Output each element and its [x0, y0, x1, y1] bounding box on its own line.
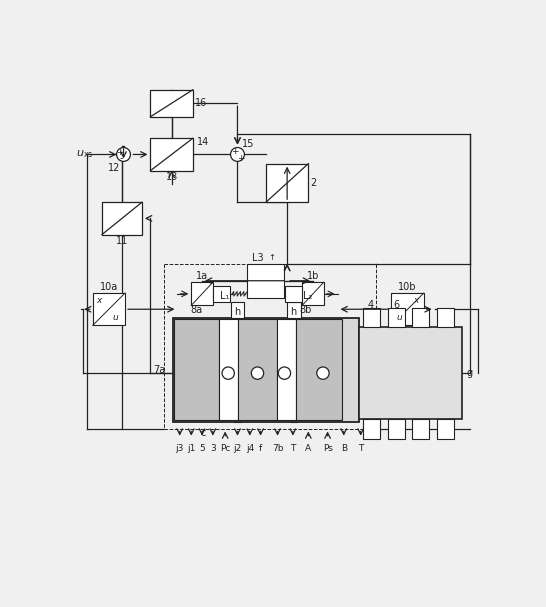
Bar — [391, 293, 424, 325]
Text: 11: 11 — [116, 236, 128, 246]
Text: u: u — [396, 313, 402, 322]
Text: 15: 15 — [242, 138, 254, 149]
Bar — [191, 282, 213, 305]
Text: h: h — [234, 307, 241, 316]
Bar — [151, 138, 193, 171]
Text: 1a: 1a — [196, 271, 208, 281]
Text: 10a: 10a — [100, 282, 118, 292]
Bar — [238, 319, 277, 420]
Text: 1b: 1b — [307, 271, 319, 281]
Circle shape — [222, 367, 234, 379]
Text: L₂: L₂ — [303, 291, 312, 301]
Bar — [93, 293, 125, 325]
Bar — [287, 302, 301, 317]
Text: 8a: 8a — [191, 305, 203, 315]
Text: +: + — [230, 147, 238, 156]
Bar — [437, 419, 454, 439]
Bar — [285, 286, 302, 302]
Bar — [302, 282, 324, 305]
Bar — [388, 419, 405, 439]
Text: g: g — [466, 368, 472, 378]
Bar — [247, 264, 284, 299]
Text: 12: 12 — [108, 163, 121, 174]
Bar — [412, 308, 429, 327]
Text: j1: j1 — [187, 444, 195, 453]
Text: 8b: 8b — [300, 305, 312, 315]
Bar — [219, 319, 238, 420]
Bar — [296, 319, 342, 420]
Text: 7a: 7a — [153, 365, 165, 375]
Bar — [230, 302, 245, 317]
Bar — [363, 308, 380, 327]
Bar — [213, 286, 230, 302]
Text: f: f — [259, 444, 262, 453]
Text: 10b: 10b — [399, 282, 417, 292]
Text: j2: j2 — [233, 444, 241, 453]
Text: h: h — [290, 307, 297, 316]
Text: A: A — [305, 444, 311, 453]
Text: $u_{\rm xs}$: $u_{\rm xs}$ — [76, 149, 93, 160]
Text: x: x — [96, 296, 102, 305]
Text: L₁: L₁ — [221, 291, 230, 301]
Text: 14: 14 — [197, 137, 209, 147]
Text: T: T — [290, 444, 295, 453]
Bar — [277, 319, 296, 420]
Text: 2: 2 — [311, 178, 317, 188]
Circle shape — [230, 148, 245, 161]
Text: B: B — [341, 444, 347, 453]
Text: u: u — [113, 313, 118, 322]
Text: c: c — [201, 428, 206, 438]
Bar — [173, 317, 359, 422]
Bar — [437, 308, 454, 327]
Text: T: T — [358, 444, 363, 453]
Text: 13: 13 — [165, 172, 178, 181]
Text: Pc: Pc — [220, 444, 230, 453]
Bar — [174, 319, 219, 420]
Text: 6: 6 — [393, 300, 399, 310]
Bar — [388, 308, 405, 327]
Text: -: - — [120, 154, 123, 163]
Text: 7b: 7b — [272, 444, 283, 453]
Bar — [359, 327, 462, 419]
Text: 16: 16 — [195, 98, 207, 108]
Text: 4: 4 — [367, 300, 374, 310]
Bar — [266, 164, 308, 202]
Text: j3: j3 — [175, 444, 184, 453]
Text: Ps: Ps — [323, 444, 333, 453]
Bar — [102, 202, 142, 234]
Circle shape — [278, 367, 290, 379]
Text: x: x — [413, 296, 419, 305]
Text: L3: L3 — [252, 253, 264, 263]
Circle shape — [317, 367, 329, 379]
Text: j4: j4 — [246, 444, 254, 453]
Bar — [412, 419, 429, 439]
Bar — [363, 419, 380, 439]
Text: 3: 3 — [210, 444, 216, 453]
Text: +: + — [116, 148, 123, 157]
Circle shape — [117, 148, 130, 161]
Text: ↑: ↑ — [268, 253, 275, 262]
Circle shape — [251, 367, 264, 379]
Text: 5: 5 — [199, 444, 205, 453]
Text: +: + — [237, 154, 244, 163]
Bar — [151, 90, 193, 117]
